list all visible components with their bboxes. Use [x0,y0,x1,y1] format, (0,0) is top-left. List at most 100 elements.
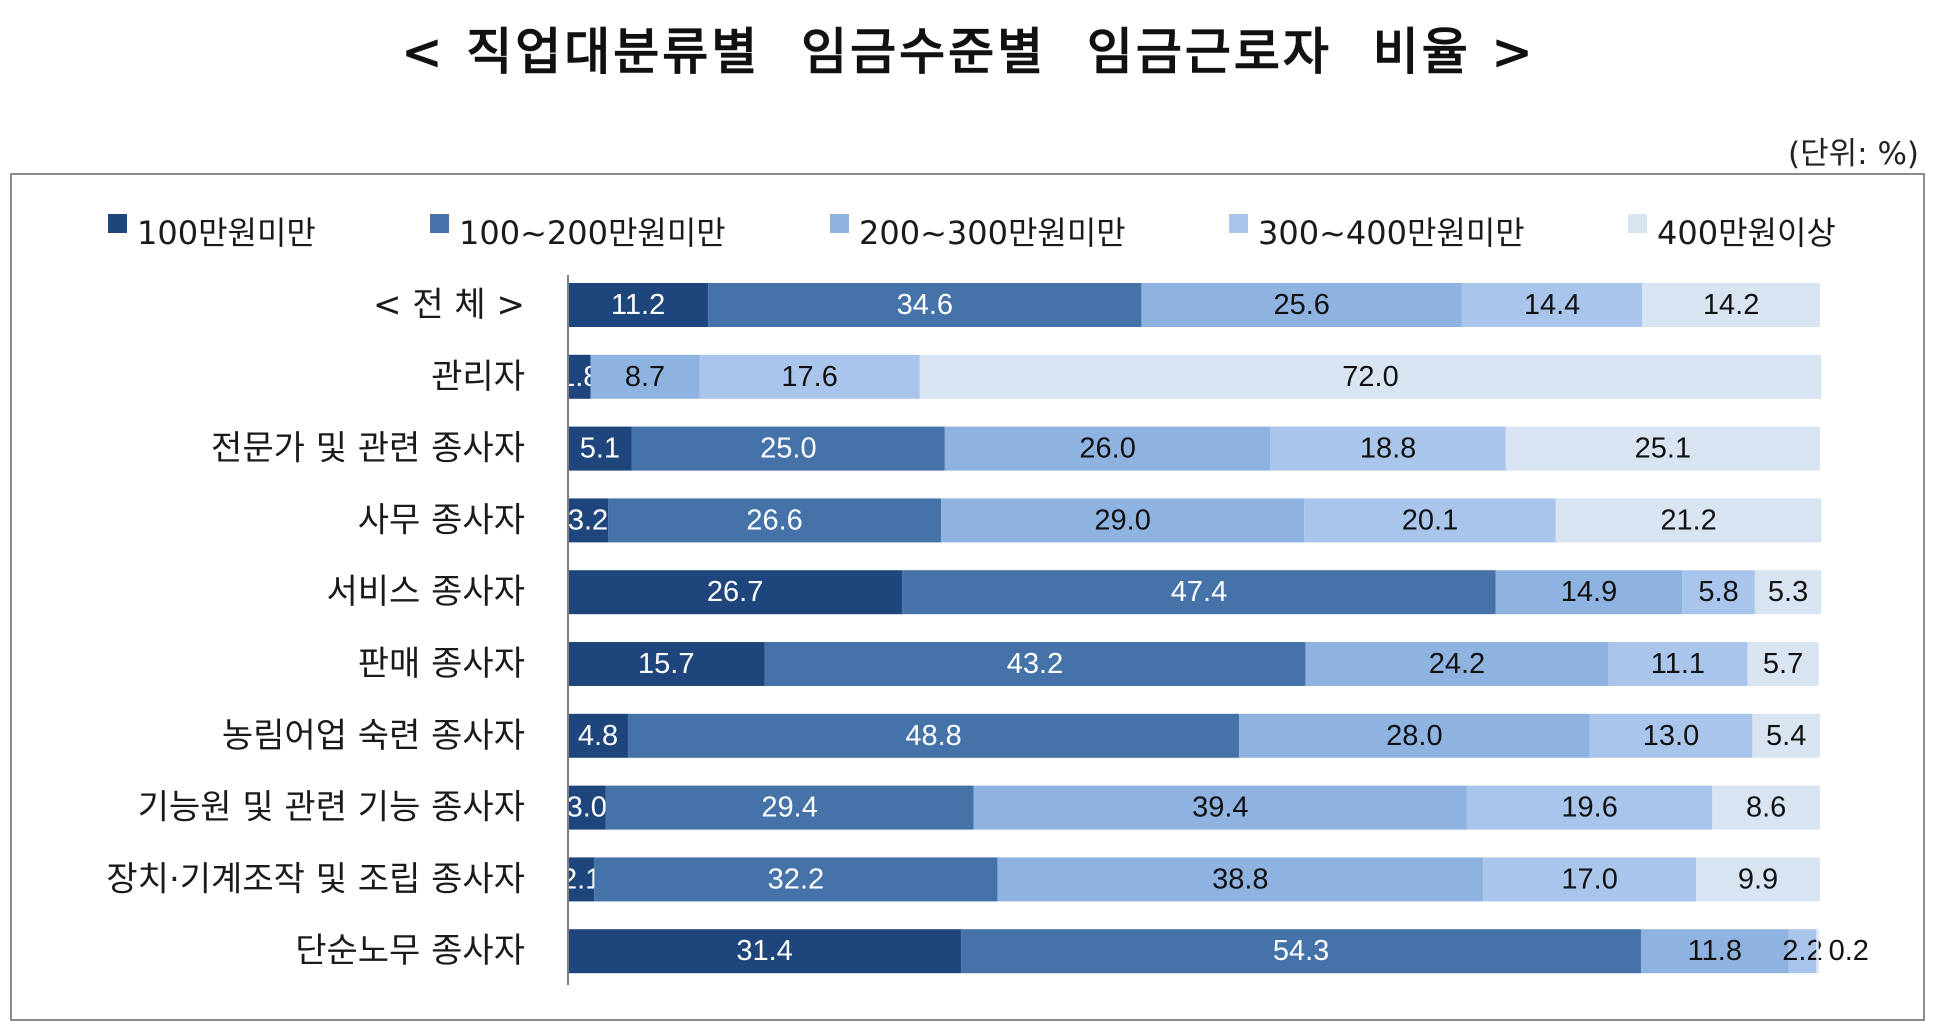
bar-segment-4 [1466,785,1713,830]
bar-segment-1 [568,785,606,830]
data-label: 54.3 [1273,935,1329,967]
data-label: 48.8 [905,720,961,752]
bar-segment-1 [568,857,595,902]
bar-segment-1 [568,283,709,327]
legend-swatch-5 [1628,214,1647,233]
category-label: 농림어업 숙련 종사자 [222,716,525,756]
bar-segment-4 [699,354,920,399]
bar-segment-1 [568,713,629,758]
bar-segment-3 [944,426,1271,471]
data-label: 9.9 [1738,863,1778,895]
legend-label-3: 200~300만원미만 [859,214,1126,252]
legend-swatch-3 [830,214,849,233]
data-label: 14.2 [1703,289,1759,321]
data-label: 19.6 [1561,792,1617,824]
bar-segment-2 [708,283,1142,327]
bar-segment-2 [764,642,1306,686]
bar-segment-1 [568,570,903,615]
data-label: 29.0 [1094,504,1150,536]
bar-segment-1 [568,498,609,543]
bar-segment-1 [568,354,591,399]
bar-segment-1 [568,929,962,974]
bar-segment-4 [1682,570,1755,615]
data-label: 13.0 [1643,720,1699,752]
chart-title: < 직업대분류별 임금수준별 임금근로자 비율 > [400,22,1537,81]
data-label: 8.6 [1746,792,1786,824]
bar-segment-3 [1495,570,1683,615]
legend-label-1: 100만원미만 [137,214,316,252]
category-label: 단순노무 종사자 [295,931,525,971]
data-label: 26.0 [1079,433,1135,465]
legend-swatch-4 [1229,214,1248,233]
bar-segment-4 [1461,283,1643,327]
data-label: 25.6 [1273,289,1329,321]
category-label: 서비스 종사자 [327,572,526,612]
data-label: 20.1 [1402,504,1458,536]
data-label: 5.7 [1763,648,1803,680]
bar-segment-3 [997,857,1484,902]
category-label: 관리자 [431,357,525,397]
legend-swatch-2 [430,214,449,233]
bar-segment-4 [1304,498,1556,543]
bar-segment-4 [1483,857,1697,902]
bar-segment-3 [1305,642,1609,686]
data-label: 72.0 [1342,361,1398,393]
data-label: 43.2 [1007,648,1063,680]
bar-segment-3 [1141,283,1462,327]
bar-segment-5 [1816,929,1819,974]
data-label: 11.8 [1688,935,1742,967]
data-label: 25.0 [760,433,816,465]
category-label: 전문가 및 관련 종사자 [211,429,525,469]
data-label: 14.4 [1524,289,1580,321]
bar-segment-5 [1712,785,1820,830]
bar-segment-3 [1640,929,1789,974]
legend-swatch-1 [108,214,127,233]
bar-segment-2 [608,498,942,543]
bar-segment-2 [594,857,998,902]
legend-label-5: 400만원이상 [1657,214,1836,252]
data-label: 14.9 [1561,576,1617,608]
bar-segment-2 [628,713,1240,758]
data-label: 24.2 [1429,648,1485,680]
bar-segment-2 [961,929,1641,974]
data-label: 47.4 [1171,576,1227,608]
data-label: 31.4 [736,935,792,967]
unit-note: (단위: %) [1788,136,1919,172]
bar-segment-4 [1589,713,1753,758]
category-label: 판매 종사자 [358,644,525,684]
category-label: < 전 체 > [373,285,525,325]
category-label: 사무 종사자 [358,500,525,540]
data-label: 26.7 [707,576,763,608]
bar-segment-1 [568,426,632,471]
bar-segment-4 [1788,929,1817,974]
bar-segment-5 [1642,283,1820,327]
bar-segment-3 [973,785,1467,830]
data-label: 2.2 [1782,935,1822,967]
bar-segment-4 [1270,426,1506,471]
data-label: 34.6 [897,289,953,321]
bar-segment-3 [590,354,700,399]
category-label: 장치·기계조작 및 조립 종사자 [106,859,525,899]
bar-segment-5 [1747,642,1819,686]
data-label: 17.6 [781,361,837,393]
bar-segment-2 [605,785,974,830]
data-label: 4.8 [578,720,618,752]
chart-frame [10,173,1925,1021]
data-label: 3.2 [568,504,608,536]
bar-segment-2 [631,426,945,471]
data-label: 5.4 [1766,720,1806,752]
data-label: 18.8 [1360,433,1416,465]
data-label: 5.8 [1698,576,1738,608]
bar-segment-5 [1696,857,1820,902]
data-label: 5.1 [580,433,620,465]
data-label: 25.1 [1635,433,1691,465]
data-label: 21.2 [1660,504,1716,536]
data-label: 5.3 [1768,576,1808,608]
legend-label-4: 300~400만원미만 [1258,214,1525,252]
data-label: 15.7 [638,648,694,680]
legend-label-2: 100~200만원미만 [459,214,726,252]
bar-segment-3 [941,498,1305,543]
data-label: 29.4 [761,792,817,824]
